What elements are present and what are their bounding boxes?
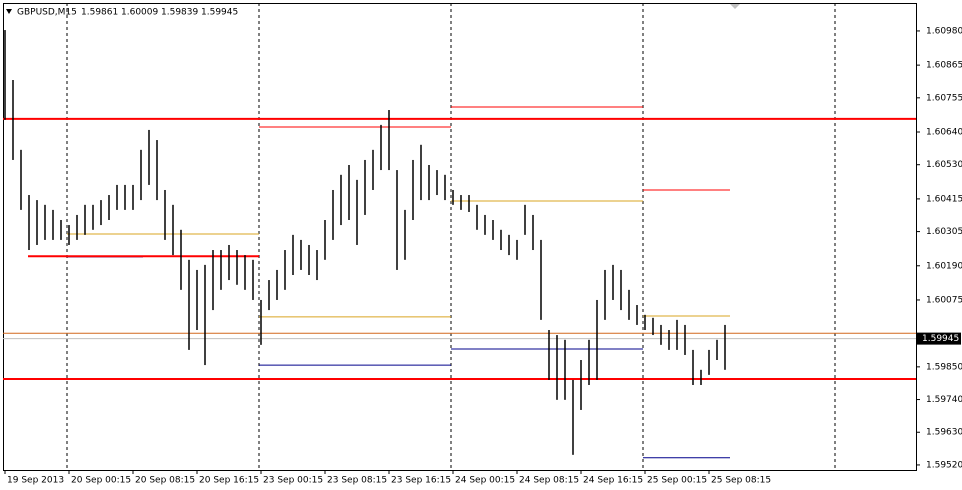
x-tick-label: 24 Sep 00:15 bbox=[455, 476, 515, 486]
y-tick-label: 1.60755 bbox=[926, 93, 962, 103]
header: GBPUSD,M15 1.59861 1.60009 1.59839 1.59945 bbox=[17, 8, 238, 18]
x-tick-label: 24 Sep 08:15 bbox=[519, 476, 579, 486]
y-tick-label: 1.60530 bbox=[926, 160, 962, 170]
header-value: 1.60009 bbox=[121, 8, 158, 18]
x-tick-label: 23 Sep 00:15 bbox=[263, 476, 323, 486]
y-tick-label: 1.60190 bbox=[926, 261, 962, 271]
symbol: GBPUSD,M15 bbox=[17, 8, 77, 18]
plot-border bbox=[3, 3, 917, 471]
x-tick-label: 20 Sep 08:15 bbox=[135, 476, 195, 486]
current-price: 1.59945 bbox=[922, 334, 959, 344]
x-tick-label: 23 Sep 08:15 bbox=[327, 476, 387, 486]
menu-arrow[interactable] bbox=[6, 9, 12, 14]
y-tick-label: 1.60980 bbox=[926, 26, 962, 36]
x-tick-label: 20 Sep 00:15 bbox=[71, 476, 131, 486]
header-value: 1.59945 bbox=[201, 8, 238, 18]
y-tick-label: 1.60865 bbox=[926, 61, 962, 71]
y-tick-label: 1.59740 bbox=[926, 395, 962, 405]
x-tick-label: 24 Sep 16:15 bbox=[583, 476, 643, 486]
header-value: 1.59861 bbox=[81, 8, 118, 18]
y-tick-label: 1.59850 bbox=[926, 362, 962, 372]
y-tick-label: 1.59630 bbox=[926, 428, 962, 438]
header-value: 1.59839 bbox=[161, 8, 198, 18]
x-tick-label: 20 Sep 16:15 bbox=[199, 476, 259, 486]
x-tick-label: 25 Sep 00:15 bbox=[647, 476, 707, 486]
price-label-box bbox=[917, 332, 961, 345]
y-tick-label: 1.60415 bbox=[926, 194, 962, 204]
y-tick-label: 1.60305 bbox=[926, 227, 962, 237]
y-tick-label: 1.60075 bbox=[926, 295, 962, 305]
x-tick-label: 23 Sep 16:15 bbox=[391, 476, 451, 486]
x-tick-label: 25 Sep 08:15 bbox=[711, 476, 771, 486]
shift-marker[interactable] bbox=[730, 4, 740, 9]
y-tick-label: 1.59520 bbox=[926, 460, 962, 470]
y-tick-label: 1.60640 bbox=[926, 128, 962, 138]
x-tick-label: 19 Sep 2013 bbox=[7, 476, 64, 486]
